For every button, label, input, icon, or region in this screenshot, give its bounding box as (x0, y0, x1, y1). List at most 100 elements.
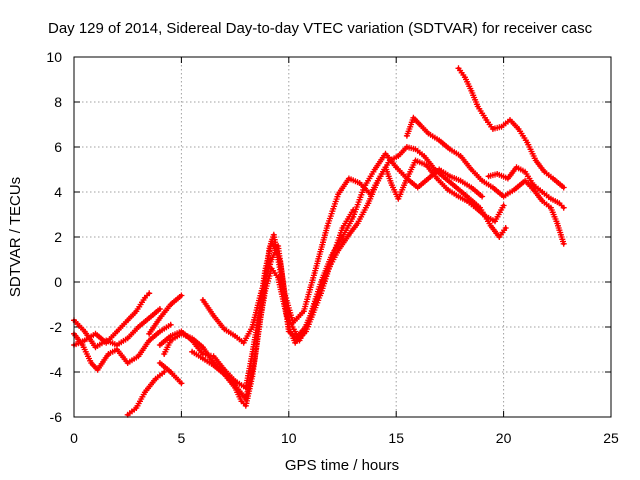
data-point (375, 181, 379, 185)
data-point (469, 167, 473, 172)
data-point (272, 233, 276, 237)
data-point (242, 341, 246, 345)
data-point (126, 336, 130, 340)
data-point (115, 343, 119, 347)
data-point (456, 194, 461, 199)
series-trace (201, 145, 507, 344)
data-point (179, 332, 183, 336)
data-point (347, 233, 351, 237)
data-point (396, 154, 400, 158)
series-5 (156, 360, 185, 387)
data-point (325, 269, 330, 273)
data-point (446, 188, 450, 192)
y-tick-label: -6 (50, 409, 63, 425)
data-point (465, 194, 469, 199)
data-point (416, 185, 420, 190)
data-point (549, 206, 553, 210)
y-tick-label: 10 (46, 49, 62, 65)
data-point (540, 199, 544, 203)
x-tick-label: 20 (496, 430, 512, 446)
data-point (532, 183, 536, 187)
data-point (489, 224, 493, 228)
series-markers (71, 321, 174, 373)
y-tick-label: 4 (54, 184, 62, 200)
data-point (83, 338, 87, 343)
data-point (433, 167, 437, 172)
data-point (413, 147, 418, 151)
data-point (491, 185, 495, 190)
data-point (169, 323, 173, 327)
data-point (499, 125, 504, 129)
y-tick-label: -2 (50, 319, 63, 335)
data-point (549, 197, 553, 201)
data-point (93, 332, 98, 336)
data-point (459, 154, 463, 158)
data-point (340, 235, 345, 239)
data-point (562, 185, 566, 190)
series-layer (71, 65, 567, 418)
data-point (250, 374, 254, 379)
data-point (179, 381, 183, 385)
y-tick-label: 2 (54, 229, 62, 245)
data-point (540, 190, 544, 194)
data-point (502, 203, 506, 208)
data-point (512, 188, 516, 192)
data-point (463, 75, 467, 79)
x-tick-label: 25 (603, 430, 619, 446)
y-tick-label: 0 (54, 274, 62, 290)
data-point (201, 298, 205, 302)
data-point (336, 248, 340, 253)
data-point (523, 179, 527, 183)
data-point (89, 361, 93, 365)
data-point (330, 253, 334, 257)
data-point (476, 104, 480, 109)
data-point (154, 377, 158, 381)
data-point (484, 215, 488, 219)
data-point (487, 174, 491, 178)
y-tick-label: 8 (54, 94, 62, 110)
data-point (158, 316, 162, 320)
data-point (355, 221, 360, 226)
x-tick-label: 5 (178, 430, 186, 446)
data-point (143, 296, 147, 300)
data-point (302, 309, 306, 313)
series-9 (199, 144, 509, 346)
data-point (244, 404, 248, 408)
data-point (437, 138, 441, 142)
data-point (267, 246, 272, 250)
data-point (422, 154, 426, 158)
data-point (424, 163, 428, 167)
data-point (497, 235, 501, 239)
series-3 (71, 290, 153, 348)
data-point (390, 183, 394, 187)
data-point (190, 336, 194, 340)
data-point (201, 352, 205, 356)
data-point (396, 197, 400, 201)
data-point (212, 363, 216, 367)
data-point (257, 325, 261, 329)
series-markers (71, 290, 153, 348)
plot-frame (73, 56, 612, 418)
data-point (411, 116, 415, 120)
data-point (514, 165, 519, 169)
series-10 (189, 157, 507, 409)
data-point (480, 179, 484, 183)
data-point (465, 199, 469, 203)
y-tick-labels: -6 -4 -2 0 2 4 6 8 10 (46, 49, 62, 425)
data-point (347, 176, 351, 181)
data-point (212, 354, 216, 358)
data-point (340, 226, 345, 230)
data-point (179, 293, 183, 298)
data-point (233, 334, 237, 338)
data-point (190, 350, 194, 354)
data-point (212, 314, 216, 318)
data-point (506, 176, 510, 181)
data-point (426, 131, 430, 136)
series-1 (71, 306, 163, 351)
x-axis-label: GPS time / hours (285, 457, 399, 474)
data-point (259, 291, 263, 295)
chart-title: Day 129 of 2014, Sidereal Day-to-day VTE… (48, 20, 593, 37)
data-point (222, 327, 226, 331)
data-point (502, 194, 506, 199)
data-point (555, 221, 559, 226)
